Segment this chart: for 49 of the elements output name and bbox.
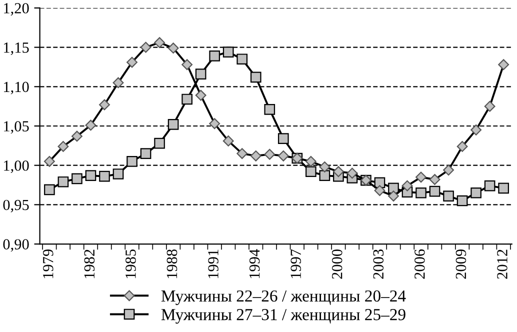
- y-tick-label: 1,05: [4, 121, 29, 134]
- x-tick-label: 1979: [43, 250, 54, 278]
- point: [470, 187, 482, 198]
- point: [112, 168, 124, 180]
- legend-label: Мужчины 22–26 / женщины 20–24: [161, 290, 406, 306]
- point: [209, 50, 220, 62]
- x-tick-label: 1991: [208, 250, 218, 278]
- point: [484, 180, 496, 192]
- y-tick-label: 1,10: [4, 82, 29, 94]
- x-tick-label: 2012: [497, 250, 508, 279]
- x-tick-label: 1985: [126, 249, 136, 278]
- point: [388, 182, 399, 194]
- x-tick-label: 2003: [373, 249, 384, 279]
- point: [140, 148, 152, 159]
- point: [195, 68, 206, 80]
- point: [456, 195, 468, 206]
- x-tick-label: 2006: [414, 249, 425, 279]
- x-tick-label: 1997: [290, 249, 301, 278]
- point: [85, 170, 96, 181]
- y-tick-label: 1,15: [4, 42, 29, 55]
- point: [72, 173, 82, 184]
- point: [498, 182, 509, 194]
- point: [236, 54, 248, 65]
- point: [126, 156, 138, 167]
- point: [182, 94, 192, 105]
- point: [154, 138, 165, 149]
- point: [168, 119, 179, 130]
- y-tick-label: 0,95: [3, 200, 29, 212]
- point: [99, 170, 110, 182]
- point: [58, 176, 69, 188]
- point: [278, 133, 289, 144]
- y-tick-label: 0,90: [3, 239, 29, 252]
- legend-label: Мужчины 27–31 / женщины 25–29: [161, 309, 406, 324]
- point: [429, 186, 440, 197]
- x-tick-label: 1982: [84, 250, 95, 278]
- y-tick-label: 1,20: [4, 3, 29, 16]
- point: [264, 104, 276, 115]
- x-tick-label: 1988: [166, 249, 178, 278]
- x-tick-label: 1994: [249, 249, 260, 278]
- x-tick-label: 2009: [456, 250, 466, 279]
- point: [443, 190, 454, 202]
- point: [250, 72, 262, 83]
- x-tick-label: 2000: [332, 249, 342, 279]
- point: [416, 187, 426, 198]
- point: [319, 170, 330, 181]
- y-tick-label: 1,00: [4, 160, 29, 173]
- point: [222, 46, 234, 58]
- point: [44, 184, 55, 196]
- point: [305, 166, 316, 178]
